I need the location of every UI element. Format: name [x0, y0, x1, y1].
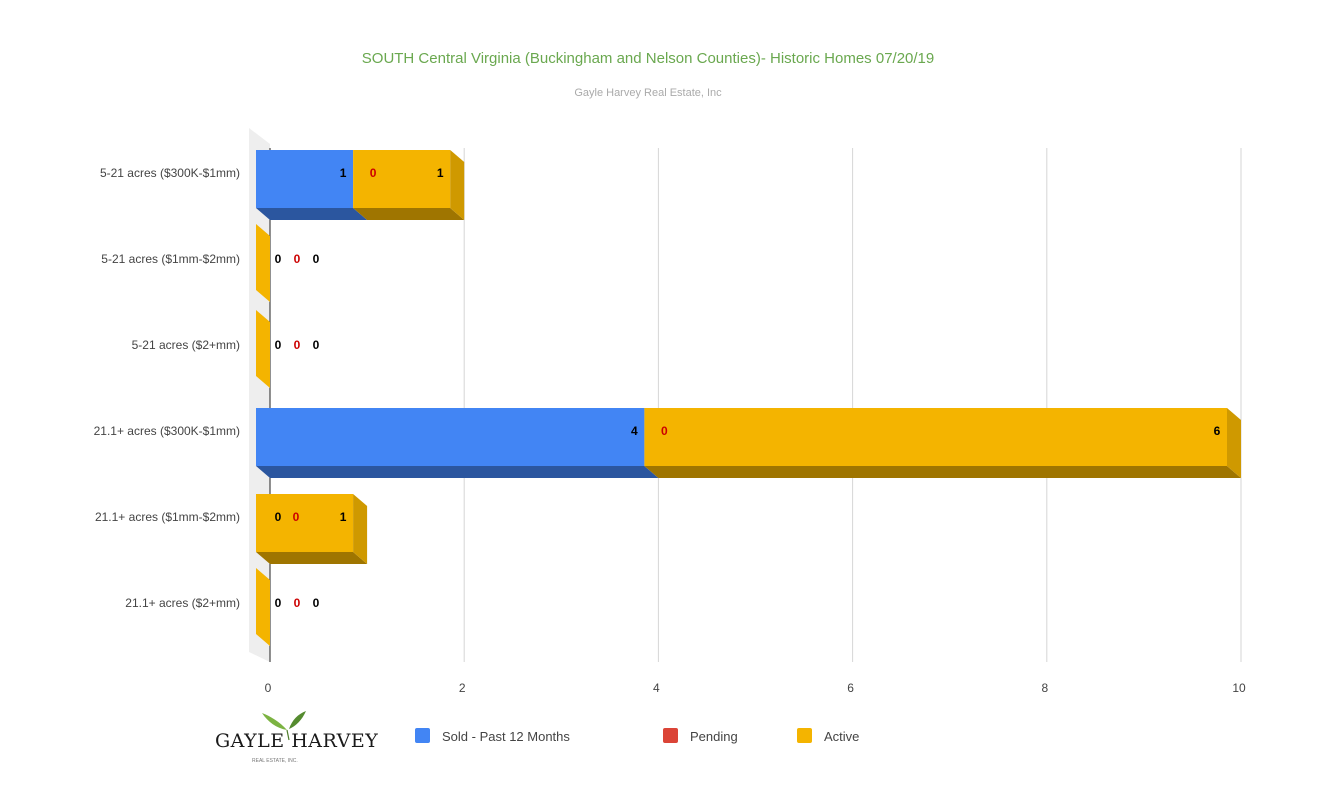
leaf-icon	[262, 711, 306, 741]
bar-bottom-0-0	[256, 208, 368, 220]
data-label-1-4: 0	[293, 510, 300, 524]
category-labels: 5-21 acres ($300K-$1mm) 5-21 acres ($1mm-…	[94, 166, 240, 610]
data-label-2-4: 1	[340, 510, 347, 524]
category-label: 21.1+ acres ($1mm-$2mm)	[95, 510, 240, 524]
bar-empty-1	[256, 224, 270, 302]
category-label: 21.1+ acres ($300K-$1mm)	[94, 424, 240, 438]
bar-empty-5	[256, 568, 270, 646]
data-label-1-5: 0	[294, 596, 301, 610]
data-label-1-2: 0	[294, 338, 301, 352]
legend-label-0: Sold - Past 12 Months	[442, 729, 570, 744]
x-tick-label: 4	[653, 681, 660, 695]
data-label-0-2: 0	[275, 338, 282, 352]
data-label-1-1: 0	[294, 252, 301, 266]
bar-0-3	[256, 408, 645, 466]
category-label: 5-21 acres ($1mm-$2mm)	[101, 252, 240, 266]
data-label-0-3: 4	[631, 424, 638, 438]
bar-2-3	[644, 408, 1227, 466]
x-tick-label: 6	[847, 681, 854, 695]
bar-end-0	[450, 150, 465, 220]
company-logo: GAYLE HARVEY REAL ESTATE, INC.	[215, 711, 378, 764]
data-label-1-0: 0	[370, 166, 377, 180]
data-label-2-2: 0	[313, 338, 320, 352]
logo-text: GAYLE HARVEY	[215, 730, 378, 752]
x-tick-label: 2	[459, 681, 466, 695]
data-label-0-5: 0	[275, 596, 282, 610]
bar-bottom-2-0	[353, 208, 465, 220]
bar-end-3	[1227, 408, 1241, 478]
category-label: 5-21 acres ($300K-$1mm)	[100, 166, 240, 180]
bar-bottom-2-3	[644, 466, 1241, 478]
x-tick-label: 0	[265, 681, 272, 695]
legend-swatch-1	[663, 728, 678, 743]
data-label-2-1: 0	[313, 252, 320, 266]
bar-bottom-0-3	[256, 466, 659, 478]
legend: Sold - Past 12 Months Pending Active	[415, 728, 859, 744]
legend-swatch-2	[797, 728, 812, 743]
data-label-0-0: 1	[340, 166, 347, 180]
bar-2-4	[256, 494, 354, 552]
data-label-0-4: 0	[275, 510, 282, 524]
bars	[256, 150, 1241, 646]
category-label: 5-21 acres ($2+mm)	[132, 338, 240, 352]
data-label-2-5: 0	[313, 596, 320, 610]
legend-swatch-0	[415, 728, 430, 743]
gridlines	[269, 148, 1242, 662]
bar-2-0	[353, 150, 451, 208]
data-label-2-0: 1	[437, 166, 444, 180]
data-label-0-1: 0	[275, 252, 282, 266]
legend-label-1: Pending	[690, 729, 738, 744]
x-axis-tick-labels: 0 2 4 6 8 10	[265, 681, 1246, 695]
bar-end-4	[353, 494, 368, 564]
x-tick-label: 8	[1041, 681, 1048, 695]
bar-0-0	[256, 150, 354, 208]
bar-bottom-2-4	[256, 552, 368, 564]
logo-subtext: REAL ESTATE, INC.	[252, 758, 298, 764]
data-labels: 1 0 10 0 00 0 04 0 60 0 10 0 0	[275, 166, 1221, 610]
category-label: 21.1+ acres ($2+mm)	[125, 596, 240, 610]
data-label-1-3: 0	[661, 424, 668, 438]
bar-empty-2	[256, 310, 270, 388]
legend-label-2: Active	[824, 729, 859, 744]
x-tick-label: 10	[1232, 681, 1246, 695]
chart-subtitle: Gayle Harvey Real Estate, Inc	[574, 87, 722, 99]
chart-title: SOUTH Central Virginia (Buckingham and N…	[362, 50, 934, 67]
data-label-2-3: 6	[1214, 424, 1221, 438]
